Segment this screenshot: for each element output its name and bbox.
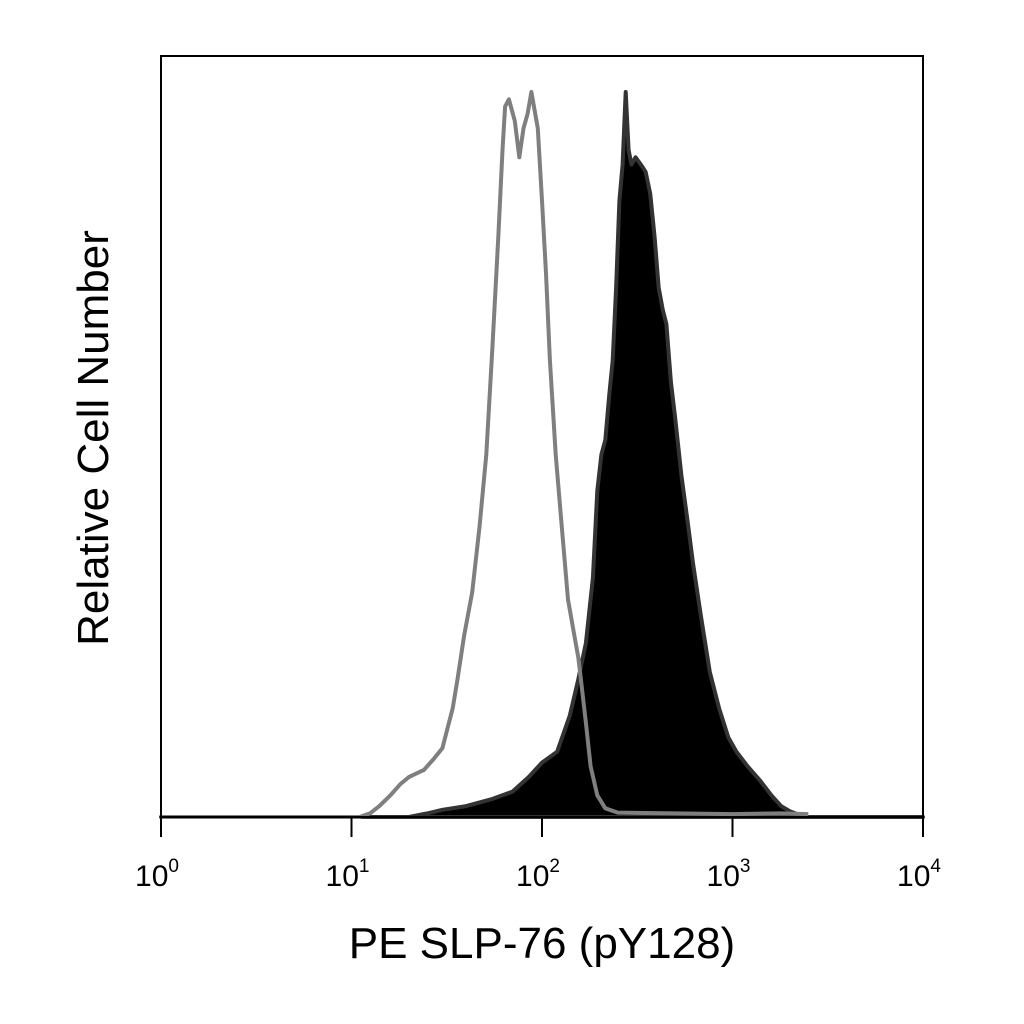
x-tick-label-2: 102: [516, 856, 560, 893]
histogram-outline-series: [161, 90, 809, 819]
x-axis-label: PE SLP-76 (pY128): [349, 919, 735, 968]
x-tick-label-0: 100: [135, 856, 179, 893]
y-axis-label: Relative Cell Number: [69, 230, 118, 646]
series-layer: [159, 90, 925, 819]
x-tick-label-1: 101: [326, 856, 370, 893]
histogram-filled-series: [159, 90, 925, 819]
x-axis-ticks: 100 101 102 103 104: [135, 817, 941, 893]
x-tick-label-3: 103: [707, 856, 751, 893]
x-tick-label-4: 104: [897, 856, 941, 893]
